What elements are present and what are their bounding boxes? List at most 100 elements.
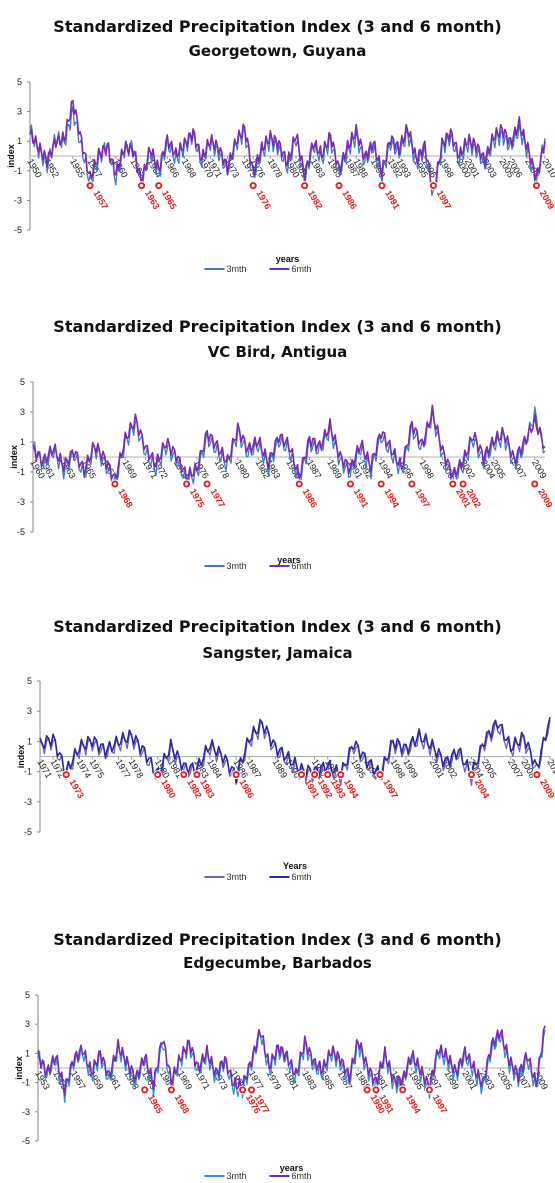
drought-year-label: 1997 xyxy=(431,1093,450,1115)
x-tick-label: 1969 xyxy=(176,1069,195,1091)
y-axis-label: index xyxy=(6,144,16,168)
x-tick-label: 1989 xyxy=(325,458,344,480)
drought-year-label: 1957 xyxy=(91,189,110,211)
x-tick-label: 1979 xyxy=(265,1069,284,1091)
drought-marker-center xyxy=(339,773,343,777)
drought-year-label: 2009 xyxy=(538,778,555,800)
drought-year-label: 1968 xyxy=(116,487,135,509)
drought-marker-center xyxy=(401,1088,405,1092)
chart-subtitle: Sangster, Jamaica xyxy=(202,644,352,662)
drought-year-label: 1986 xyxy=(237,778,256,800)
drought-marker-center xyxy=(205,482,209,486)
series-line-6mth xyxy=(37,1025,546,1096)
drought-marker-center xyxy=(234,773,238,777)
drought-marker-center xyxy=(469,773,474,777)
drought-marker-center xyxy=(169,1088,174,1092)
y-tick-label: -1 xyxy=(17,467,25,477)
drought-year-label: 1986 xyxy=(301,487,320,509)
y-tick-label: -3 xyxy=(14,195,22,205)
drought-marker-center xyxy=(157,184,161,188)
drought-marker-center xyxy=(313,773,317,777)
drought-marker-center xyxy=(249,1088,254,1092)
drought-marker-center xyxy=(195,773,199,777)
x-tick-label: 1980 xyxy=(233,458,252,480)
drought-marker-center xyxy=(365,1088,369,1092)
series-line-3mth xyxy=(29,105,546,197)
x-tick-label: 1952 xyxy=(42,157,61,179)
x-tick-label: 1957 xyxy=(69,1069,88,1091)
drought-marker-center xyxy=(535,773,539,777)
drought-year-label: 1973 xyxy=(67,778,86,800)
y-tick-label: 5 xyxy=(25,990,30,1000)
chart-title: Standardized Precipitation Index (3 and … xyxy=(53,317,501,336)
drought-year-label: 1991 xyxy=(383,189,402,211)
y-tick-label: -5 xyxy=(22,1136,30,1146)
drought-year-label: 1986 xyxy=(340,189,359,211)
drought-marker-center xyxy=(297,482,301,486)
y-axis-label: index xyxy=(9,445,19,469)
drought-marker-center xyxy=(139,184,144,188)
y-tick-label: 1 xyxy=(27,736,32,746)
legend-label-6mth: 6mth xyxy=(292,561,312,571)
drought-marker-center xyxy=(337,184,341,188)
y-tick-label: 3 xyxy=(27,706,32,716)
y-tick-label: 5 xyxy=(17,77,22,87)
drought-marker-center xyxy=(326,773,330,777)
y-tick-label: 1 xyxy=(25,1048,30,1058)
chart-panel-georgetown: Standardized Precipitation Index (3 and … xyxy=(0,0,555,290)
chart-vcbird: Standardized Precipitation Index (3 and … xyxy=(9,317,555,571)
x-tick-label: 1971 xyxy=(193,1069,212,1091)
drought-marker-center xyxy=(251,184,255,188)
y-tick-label: -5 xyxy=(17,527,25,537)
drought-year-label: 1963 xyxy=(143,189,162,211)
y-tick-label: 5 xyxy=(27,676,32,686)
drought-year-label: 1965 xyxy=(146,1093,165,1115)
x-tick-label: 1950 xyxy=(25,157,44,179)
drought-marker-center xyxy=(64,773,68,777)
drought-year-label: 1997 xyxy=(435,189,454,211)
x-axis-label: years xyxy=(280,1163,304,1173)
drought-marker-center xyxy=(533,482,537,486)
series-line-6mth xyxy=(29,99,546,190)
drought-year-label: 2009 xyxy=(538,189,555,211)
drought-marker-center xyxy=(240,1088,245,1092)
y-tick-label: 1 xyxy=(20,437,25,447)
drought-year-label: 1976 xyxy=(254,189,273,211)
drought-year-label: 1997 xyxy=(381,778,400,800)
legend-label-3mth: 3mth xyxy=(227,264,247,274)
chart-sangster: Standardized Precipitation Index (3 and … xyxy=(16,617,555,882)
drought-marker-center xyxy=(378,773,382,777)
drought-marker-center xyxy=(461,482,465,486)
drought-year-label: 1977 xyxy=(208,487,227,509)
drought-marker-center xyxy=(182,773,186,777)
y-tick-label: -5 xyxy=(14,225,22,235)
drought-year-label: 1982 xyxy=(306,189,325,211)
y-tick-label: -5 xyxy=(24,827,32,837)
drought-marker-center xyxy=(88,184,92,188)
drought-marker-center xyxy=(427,1088,431,1092)
chart-panel-sangster: Standardized Precipitation Index (3 and … xyxy=(0,598,555,893)
series-line-6mth xyxy=(32,404,546,483)
legend-label-6mth: 6mth xyxy=(292,264,312,274)
x-tick-label: 1998 xyxy=(417,458,436,480)
drought-year-label: 1994 xyxy=(404,1093,423,1115)
drought-marker-center xyxy=(379,482,383,486)
y-tick-label: -3 xyxy=(22,1107,30,1117)
x-tick-label: 1968 xyxy=(180,157,199,179)
chart-title: Standardized Precipitation Index (3 and … xyxy=(53,17,501,36)
drought-marker-center xyxy=(534,184,539,188)
legend-label-6mth: 6mth xyxy=(292,1171,312,1181)
drought-marker-center xyxy=(431,184,436,188)
drought-marker-center xyxy=(156,773,160,777)
y-tick-label: 3 xyxy=(17,107,22,117)
series-line-6mth xyxy=(39,717,551,784)
drought-year-label: 2004 xyxy=(473,778,492,800)
y-tick-label: 1 xyxy=(17,136,22,146)
x-tick-label: 1983 xyxy=(309,157,328,179)
drought-year-label: 1997 xyxy=(413,487,432,509)
x-tick-label: 2005 xyxy=(496,1069,515,1091)
chart-subtitle: VC Bird, Antigua xyxy=(208,343,348,361)
drought-year-label: 1965 xyxy=(160,189,179,211)
chart-subtitle: Georgetown, Guyana xyxy=(189,42,367,60)
drought-year-label: 1975 xyxy=(188,487,207,509)
